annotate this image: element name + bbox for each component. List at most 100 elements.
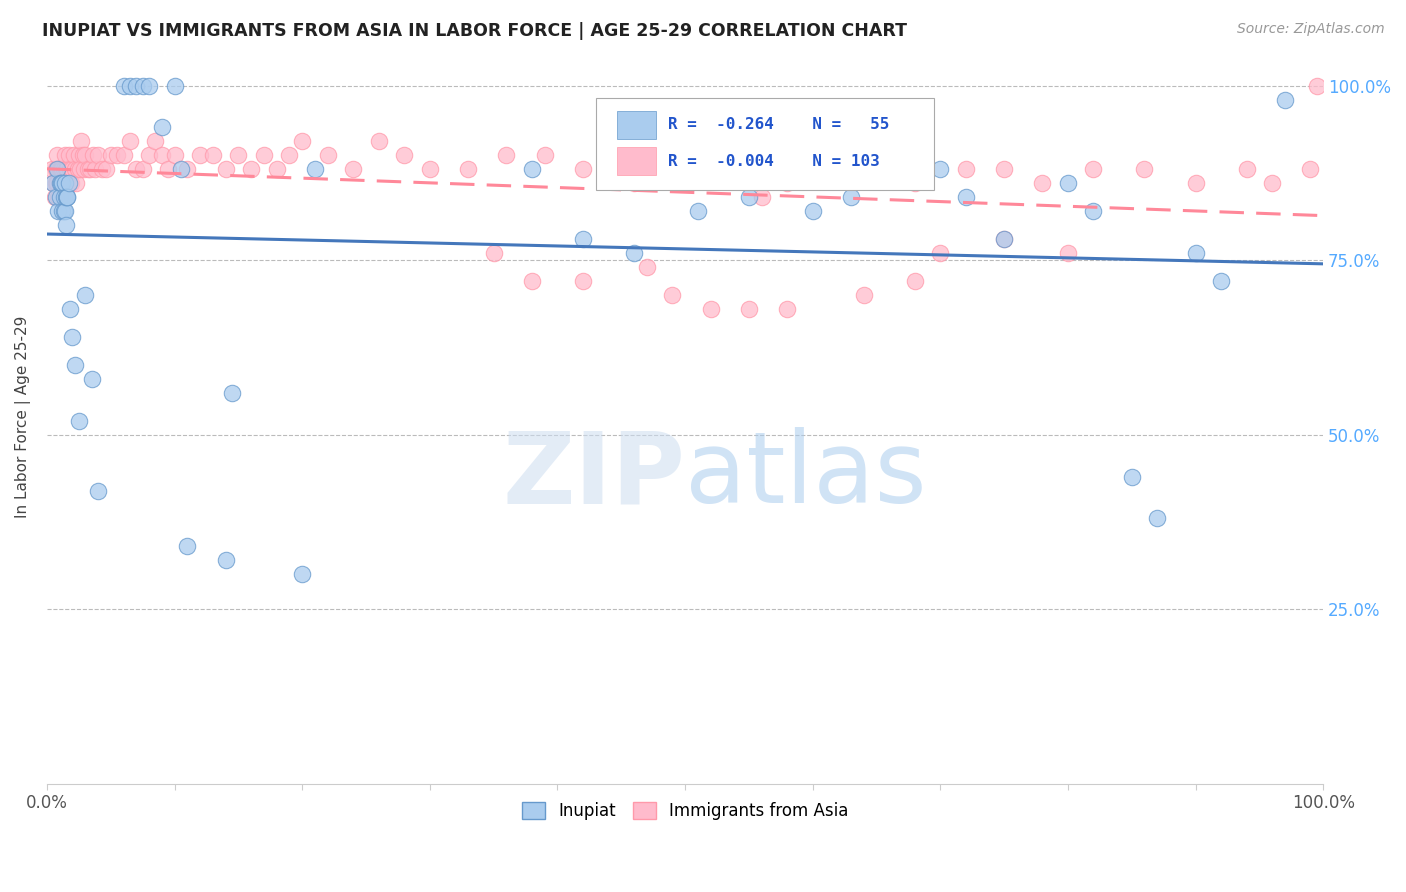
Point [49,177,72,191]
Point [51,162,73,177]
Point [118,78,141,93]
Point [188,148,211,162]
Point [138,148,160,162]
Point [52,177,75,191]
Point [56,162,79,177]
Point [48,177,70,191]
Point [342,162,364,177]
Point [201,148,224,162]
Text: ZIP: ZIP [502,427,685,524]
Point [52,204,75,219]
Point [1274,93,1296,107]
Point [1306,78,1329,93]
Point [1121,469,1143,483]
Point [240,162,263,177]
Point [62,162,84,177]
Point [673,162,696,177]
Point [48,204,70,219]
Point [48,162,70,177]
Point [228,148,250,162]
Point [1057,177,1080,191]
Point [63,162,86,177]
Point [145,135,167,149]
Point [48,190,70,204]
Point [572,232,595,246]
Point [67,414,90,428]
Point [55,218,77,232]
Point [51,177,73,191]
Point [367,135,389,149]
Text: R =  -0.264    N =   55: R = -0.264 N = 55 [668,117,890,132]
Point [150,120,173,135]
Point [41,162,63,177]
Point [419,162,441,177]
Point [533,148,555,162]
Point [1236,162,1258,177]
Point [80,372,103,386]
Point [839,190,862,204]
Point [131,162,153,177]
Point [482,246,505,260]
Point [725,162,748,177]
Point [1261,177,1284,191]
Point [46,162,69,177]
Point [112,78,135,93]
Point [52,162,75,177]
Point [993,232,1015,246]
Point [176,540,198,554]
Point [495,148,517,162]
Point [572,162,595,177]
Bar [617,111,655,138]
Point [72,148,94,162]
Point [801,204,824,219]
Point [53,177,76,191]
Point [457,162,479,177]
Point [70,135,93,149]
Point [60,177,83,191]
Point [84,162,107,177]
Point [214,162,236,177]
Point [53,204,76,219]
Point [929,246,952,260]
Point [46,177,69,191]
Point [112,148,135,162]
Point [138,78,160,93]
Point [520,274,543,288]
Point [105,148,128,162]
Point [699,301,721,316]
Point [63,358,86,372]
Bar [617,147,655,176]
Point [94,162,117,177]
Point [738,190,761,204]
Point [623,246,645,260]
Point [266,162,288,177]
Point [1133,162,1156,177]
Point [67,148,90,162]
Point [394,148,416,162]
Point [993,232,1015,246]
Point [58,177,80,191]
Point [304,162,326,177]
Point [636,260,658,274]
Point [66,162,89,177]
Point [59,162,82,177]
Point [125,162,148,177]
Point [59,301,82,316]
Point [738,301,761,316]
Point [163,78,186,93]
Point [49,177,72,191]
Point [776,177,799,191]
Point [75,148,97,162]
Point [79,162,101,177]
Point [45,190,67,204]
Point [52,190,75,204]
Point [904,177,927,191]
Point [56,190,79,204]
Point [955,162,977,177]
Point [75,288,97,302]
Point [42,177,65,191]
Point [520,162,543,177]
Point [48,162,70,177]
Point [929,162,952,177]
Point [1083,204,1105,219]
